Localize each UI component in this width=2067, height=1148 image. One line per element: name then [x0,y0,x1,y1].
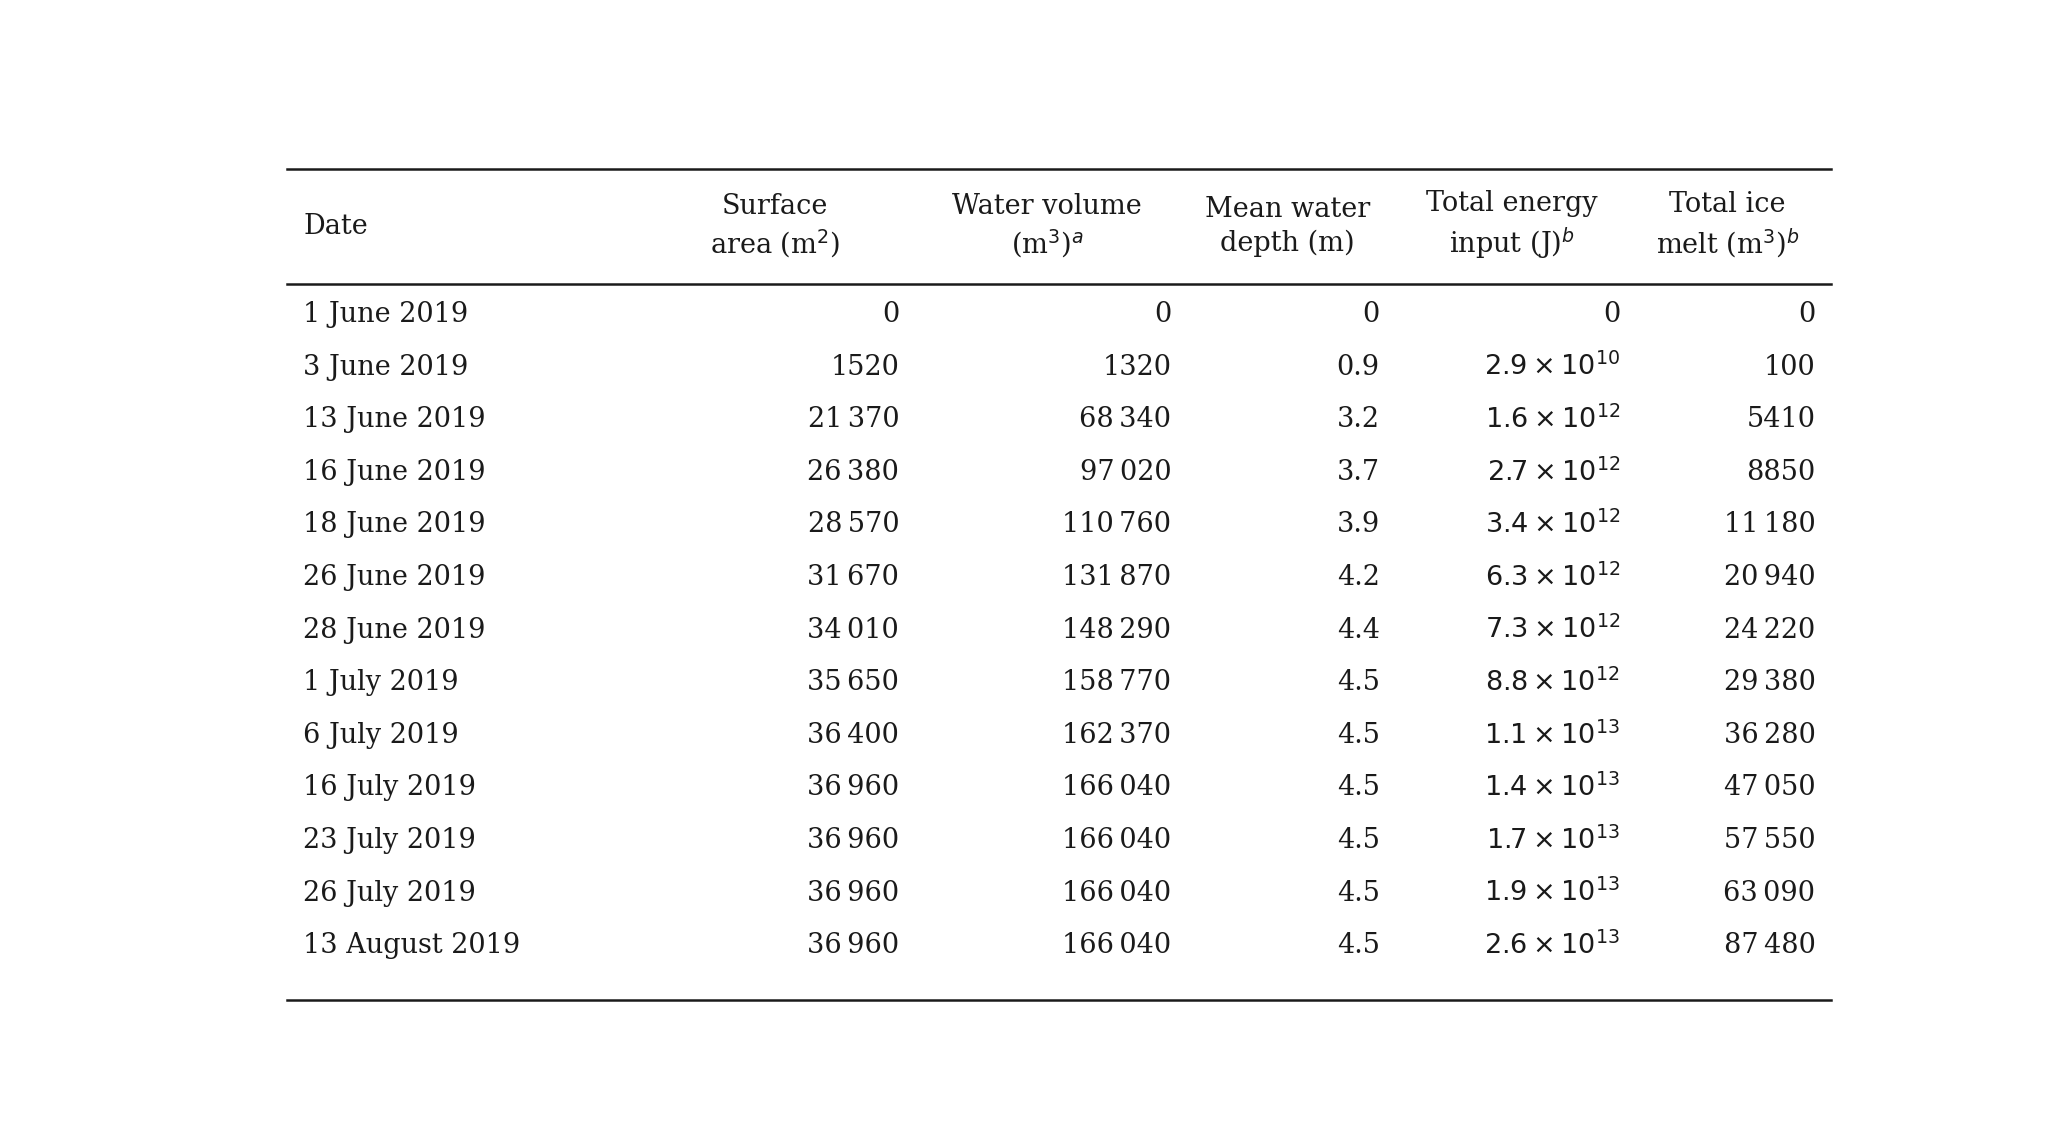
Text: 4.5: 4.5 [1337,775,1379,801]
Text: 0: 0 [1602,301,1621,328]
Text: 166 040: 166 040 [1062,775,1172,801]
Text: $2.7 \times 10^{12}$: $2.7 \times 10^{12}$ [1486,458,1621,487]
Text: 29 380: 29 380 [1724,669,1815,696]
Text: 20 940: 20 940 [1724,564,1815,591]
Text: 158 770: 158 770 [1062,669,1172,696]
Text: 4.5: 4.5 [1337,722,1379,748]
Text: 36 280: 36 280 [1724,722,1815,748]
Text: 36 960: 36 960 [806,932,899,960]
Text: 16 June 2019: 16 June 2019 [304,459,486,486]
Text: 166 040: 166 040 [1062,932,1172,960]
Text: 4.5: 4.5 [1337,827,1379,854]
Text: 31 670: 31 670 [808,564,899,591]
Text: 36 400: 36 400 [808,722,899,748]
Text: Total energy
input (J)$^b$: Total energy input (J)$^b$ [1426,191,1598,262]
Text: $7.3 \times 10^{12}$: $7.3 \times 10^{12}$ [1484,615,1621,644]
Text: 166 040: 166 040 [1062,827,1172,854]
Text: 5410: 5410 [1747,406,1815,433]
Text: $8.8 \times 10^{12}$: $8.8 \times 10^{12}$ [1486,668,1621,697]
Text: 24 220: 24 220 [1724,616,1815,644]
Text: 0: 0 [1362,301,1379,328]
Text: $1.6 \times 10^{12}$: $1.6 \times 10^{12}$ [1484,405,1621,434]
Text: 26 June 2019: 26 June 2019 [304,564,486,591]
Text: 0: 0 [883,301,899,328]
Text: Total ice
melt (m$^3$)$^b$: Total ice melt (m$^3$)$^b$ [1656,192,1798,261]
Text: 0.9: 0.9 [1337,354,1379,381]
Text: $6.3 \times 10^{12}$: $6.3 \times 10^{12}$ [1484,564,1621,591]
Text: 36 960: 36 960 [806,827,899,854]
Text: 4.2: 4.2 [1337,564,1379,591]
Text: $1.1 \times 10^{13}$: $1.1 \times 10^{13}$ [1484,721,1621,750]
Text: 21 370: 21 370 [808,406,899,433]
Text: 4.4: 4.4 [1337,616,1379,644]
Text: $1.7 \times 10^{13}$: $1.7 \times 10^{13}$ [1486,827,1621,855]
Text: 63 090: 63 090 [1724,879,1815,907]
Text: 57 550: 57 550 [1724,827,1815,854]
Text: 110 760: 110 760 [1062,512,1172,538]
Text: $3.4 \times 10^{12}$: $3.4 \times 10^{12}$ [1484,511,1621,540]
Text: 1520: 1520 [831,354,899,381]
Text: 0: 0 [1153,301,1172,328]
Text: 36 960: 36 960 [806,775,899,801]
Text: 26 380: 26 380 [808,459,899,486]
Text: 28 570: 28 570 [808,512,899,538]
Text: 16 July 2019: 16 July 2019 [304,775,475,801]
Text: 6 July 2019: 6 July 2019 [304,722,459,748]
Text: 148 290: 148 290 [1062,616,1172,644]
Text: 1 June 2019: 1 June 2019 [304,301,469,328]
Text: Water volume
(m$^3$)$^a$: Water volume (m$^3$)$^a$ [953,193,1143,259]
Text: $2.9 \times 10^{10}$: $2.9 \times 10^{10}$ [1484,352,1621,381]
Text: $2.6 \times 10^{13}$: $2.6 \times 10^{13}$ [1484,931,1621,960]
Text: 8850: 8850 [1747,459,1815,486]
Text: 68 340: 68 340 [1079,406,1172,433]
Text: 47 050: 47 050 [1724,775,1815,801]
Text: 13 June 2019: 13 June 2019 [304,406,486,433]
Text: Mean water
depth (m): Mean water depth (m) [1205,196,1370,256]
Text: 4.5: 4.5 [1337,932,1379,960]
Text: 131 870: 131 870 [1062,564,1172,591]
Text: 36 960: 36 960 [806,879,899,907]
Text: 26 July 2019: 26 July 2019 [304,879,475,907]
Text: 34 010: 34 010 [808,616,899,644]
Text: 28 June 2019: 28 June 2019 [304,616,486,644]
Text: 18 June 2019: 18 June 2019 [304,512,486,538]
Text: 3.2: 3.2 [1337,406,1379,433]
Text: Surface
area (m$^2$): Surface area (m$^2$) [711,193,839,259]
Text: Date: Date [304,212,368,240]
Text: 11 180: 11 180 [1724,512,1815,538]
Text: 166 040: 166 040 [1062,879,1172,907]
Text: 23 July 2019: 23 July 2019 [304,827,475,854]
Text: 4.5: 4.5 [1337,669,1379,696]
Text: $1.4 \times 10^{13}$: $1.4 \times 10^{13}$ [1484,774,1621,802]
Text: 0: 0 [1798,301,1815,328]
Text: 162 370: 162 370 [1062,722,1172,748]
Text: 3.7: 3.7 [1337,459,1379,486]
Text: 13 August 2019: 13 August 2019 [304,932,521,960]
Text: 4.5: 4.5 [1337,879,1379,907]
Text: 35 650: 35 650 [808,669,899,696]
Text: 100: 100 [1763,354,1815,381]
Text: 1320: 1320 [1102,354,1172,381]
Text: 1 July 2019: 1 July 2019 [304,669,459,696]
Text: $1.9 \times 10^{13}$: $1.9 \times 10^{13}$ [1484,879,1621,907]
Text: 87 480: 87 480 [1724,932,1815,960]
Text: 3.9: 3.9 [1337,512,1379,538]
Text: 97 020: 97 020 [1079,459,1172,486]
Text: 3 June 2019: 3 June 2019 [304,354,469,381]
